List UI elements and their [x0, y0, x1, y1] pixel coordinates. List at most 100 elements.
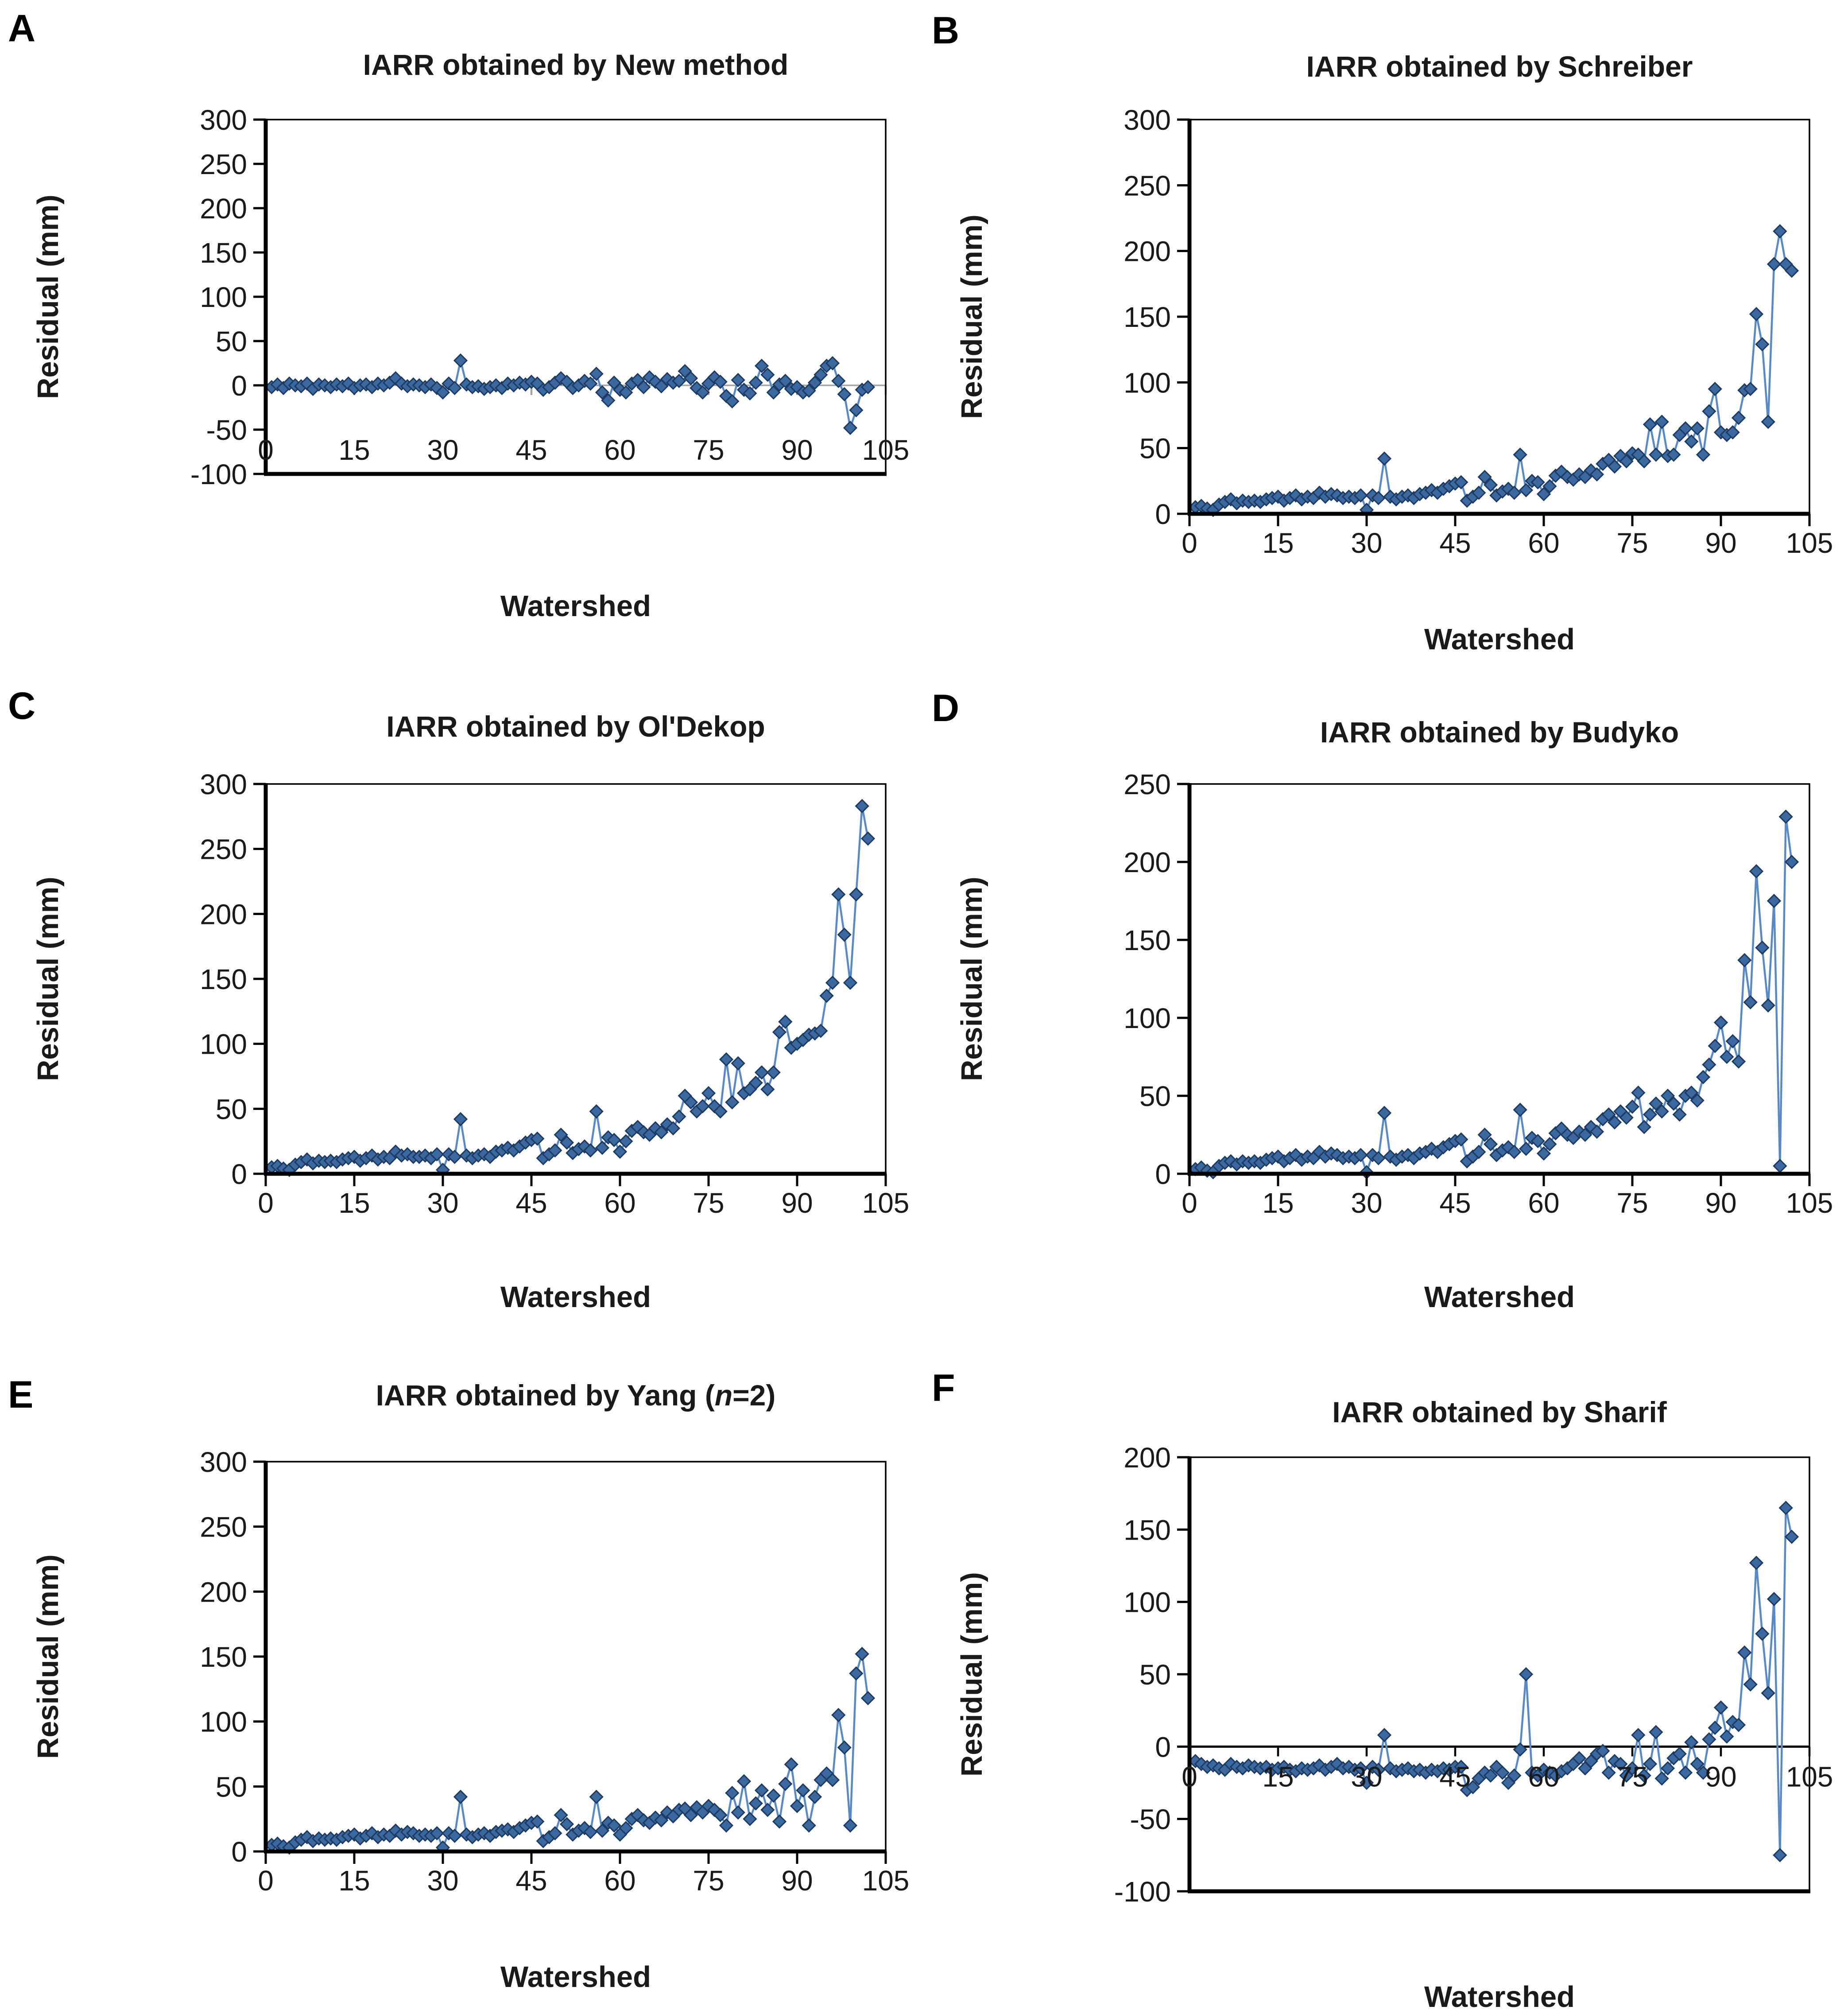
chart-title-d: IARR obtained by Budyko — [1320, 716, 1679, 749]
svg-text:0: 0 — [258, 434, 274, 466]
svg-text:30: 30 — [427, 1865, 458, 1897]
svg-text:60: 60 — [1528, 527, 1559, 559]
svg-text:90: 90 — [781, 434, 813, 466]
svg-text:300: 300 — [200, 104, 247, 136]
svg-text:100: 100 — [200, 1028, 247, 1060]
svg-text:50: 50 — [216, 1093, 247, 1125]
panel-d: D IARR obtained by Budyko Residual (mm) … — [924, 664, 1848, 1329]
panel-f: F IARR obtained by Sharif Residual (mm) … — [924, 1329, 1848, 2014]
x-axis-title-d: Watershed — [1424, 1281, 1575, 1314]
panel-letter-f: F — [932, 1367, 955, 1409]
svg-text:0: 0 — [1155, 1158, 1171, 1190]
panel-c: C IARR obtained by Ol'Dekop Residual (mm… — [0, 664, 924, 1329]
svg-text:90: 90 — [1705, 527, 1736, 559]
svg-text:50: 50 — [1139, 1080, 1171, 1112]
svg-text:60: 60 — [604, 1865, 635, 1897]
panel-a: A IARR obtained by New method Residual (… — [0, 0, 924, 664]
svg-text:50: 50 — [216, 1771, 247, 1803]
svg-text:45: 45 — [515, 1865, 547, 1897]
svg-text:150: 150 — [1124, 924, 1171, 956]
svg-text:300: 300 — [200, 1446, 247, 1478]
svg-text:30: 30 — [1351, 527, 1382, 559]
x-axis-title-c: Watershed — [500, 1281, 651, 1314]
svg-text:50: 50 — [216, 326, 247, 357]
svg-text:250: 250 — [200, 1511, 247, 1543]
svg-text:75: 75 — [1616, 527, 1648, 559]
svg-text:-50: -50 — [206, 414, 248, 446]
svg-text:200: 200 — [200, 1576, 247, 1608]
panel-e: E IARR obtained by Yang (n=2) Residual (… — [0, 1329, 924, 2012]
svg-text:100: 100 — [1124, 1587, 1171, 1618]
svg-text:250: 250 — [1124, 170, 1171, 202]
plot-area-e: 300 250 200 150 100 50 00 15 30 45 60 75 90 105 — [200, 1446, 910, 1897]
panel-letter-d: D — [932, 687, 960, 730]
svg-text:300: 300 — [200, 768, 247, 800]
svg-text:0: 0 — [1182, 1761, 1197, 1793]
svg-text:15: 15 — [1262, 527, 1294, 559]
svg-text:200: 200 — [200, 193, 247, 225]
svg-text:15: 15 — [338, 434, 370, 466]
svg-text:105: 105 — [862, 434, 910, 466]
svg-text:0: 0 — [1155, 1731, 1171, 1763]
svg-text:75: 75 — [693, 1187, 724, 1219]
plot-area-b: 300 250 200 150 100 50 00 15 30 45 60 75 90 105 — [1124, 104, 1833, 559]
svg-text:50: 50 — [1139, 1659, 1171, 1691]
svg-text:45: 45 — [1439, 1187, 1471, 1219]
svg-text:0: 0 — [231, 1158, 247, 1190]
svg-text:0: 0 — [258, 1187, 274, 1219]
svg-text:90: 90 — [781, 1865, 813, 1897]
svg-text:200: 200 — [200, 898, 247, 930]
svg-text:250: 250 — [1124, 768, 1171, 800]
svg-text:0: 0 — [1182, 1187, 1197, 1219]
svg-text:0: 0 — [1155, 498, 1171, 530]
svg-text:200: 200 — [1124, 1442, 1171, 1474]
svg-text:105: 105 — [1786, 1761, 1833, 1793]
chart-title-a: IARR obtained by New method — [363, 48, 789, 81]
svg-text:60: 60 — [604, 434, 635, 466]
svg-text:90: 90 — [781, 1187, 813, 1219]
svg-text:0: 0 — [1182, 527, 1197, 559]
svg-text:100: 100 — [1124, 367, 1171, 399]
svg-text:150: 150 — [1124, 1514, 1171, 1546]
panel-letter-b: B — [932, 9, 960, 52]
svg-text:30: 30 — [1351, 1187, 1382, 1219]
svg-text:100: 100 — [200, 1706, 247, 1738]
svg-text:30: 30 — [427, 434, 458, 466]
svg-text:15: 15 — [338, 1187, 370, 1219]
svg-text:45: 45 — [515, 434, 547, 466]
svg-text:100: 100 — [200, 281, 247, 313]
title-text: =2) — [732, 1379, 776, 1412]
svg-text:90: 90 — [1705, 1761, 1736, 1793]
svg-text:105: 105 — [862, 1865, 910, 1897]
panel-b: B IARR obtained by Schreiber Residual (m… — [924, 0, 1848, 664]
svg-text:250: 250 — [200, 834, 247, 865]
svg-text:-100: -100 — [190, 458, 247, 490]
svg-text:-50: -50 — [1130, 1804, 1171, 1835]
svg-text:60: 60 — [1528, 1761, 1559, 1793]
svg-text:105: 105 — [1786, 527, 1833, 559]
svg-text:30: 30 — [427, 1187, 458, 1219]
svg-text:150: 150 — [200, 963, 247, 995]
svg-text:15: 15 — [1262, 1761, 1294, 1793]
x-axis-title-a: Watershed — [500, 590, 651, 623]
chart-title-c: IARR obtained by Ol'Dekop — [386, 710, 765, 743]
x-axis-title-f: Watershed — [1424, 1980, 1575, 2014]
svg-text:200: 200 — [1124, 846, 1171, 878]
plot-area-a: 300 250 200 150 100 50 0 -50 -100 0 15 30 45 60 75 90 10… — [190, 104, 910, 490]
svg-text:75: 75 — [693, 1865, 724, 1897]
svg-text:0: 0 — [231, 370, 247, 402]
svg-text:90: 90 — [1705, 1187, 1736, 1219]
panel-letter-c: C — [8, 685, 36, 727]
svg-text:60: 60 — [604, 1187, 635, 1219]
svg-text:250: 250 — [200, 148, 247, 180]
chart-title-b: IARR obtained by Schreiber — [1306, 50, 1693, 83]
svg-text:45: 45 — [1439, 1761, 1471, 1793]
panel-letter-e: E — [8, 1374, 34, 1416]
svg-text:50: 50 — [1139, 433, 1171, 465]
svg-text:15: 15 — [338, 1865, 370, 1897]
panel-letter-a: A — [8, 7, 36, 50]
svg-text:105: 105 — [862, 1187, 910, 1219]
svg-text:150: 150 — [200, 237, 247, 269]
svg-text:75: 75 — [1616, 1187, 1648, 1219]
